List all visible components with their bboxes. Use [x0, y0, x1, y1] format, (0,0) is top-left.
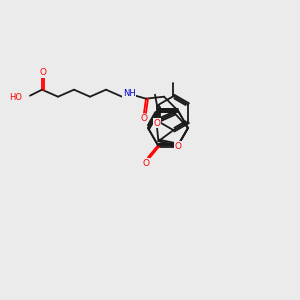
Text: HO: HO: [9, 93, 22, 102]
Text: O: O: [140, 114, 148, 123]
Text: NH: NH: [123, 89, 135, 98]
Text: O: O: [142, 159, 149, 168]
Text: O: O: [40, 68, 46, 77]
Text: O: O: [154, 119, 161, 128]
Text: O: O: [175, 142, 182, 151]
